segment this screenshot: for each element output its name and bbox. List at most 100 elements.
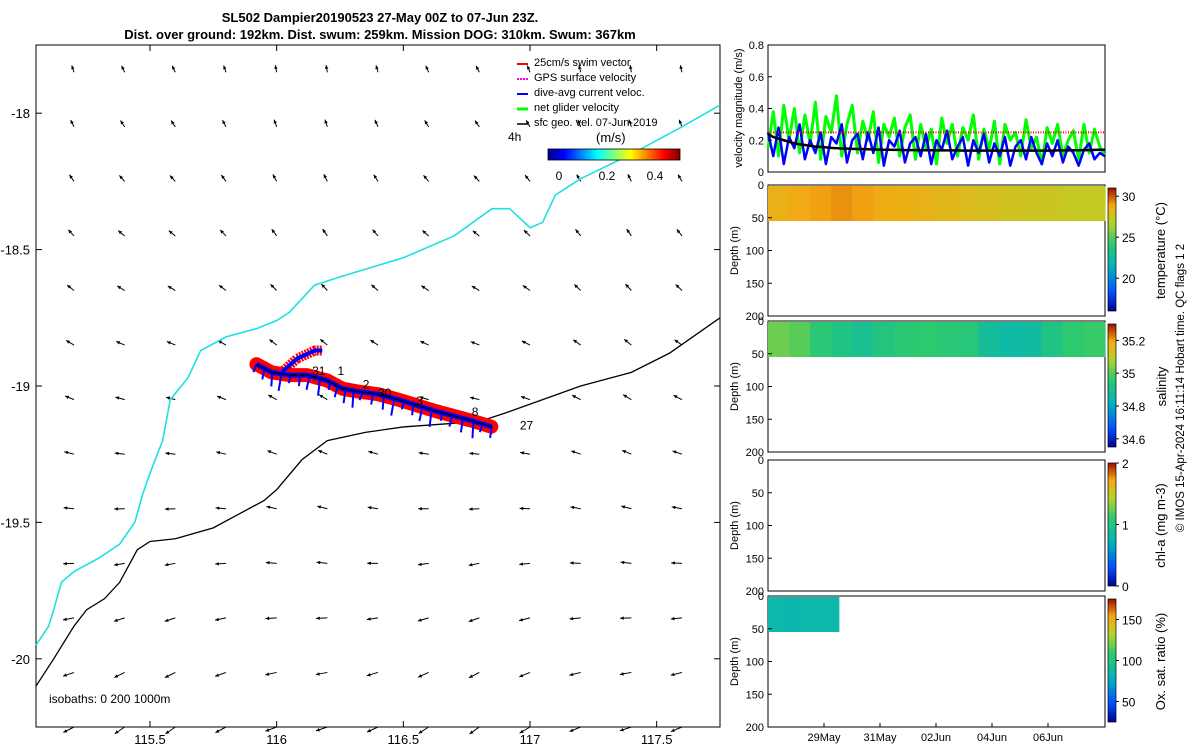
chla-section-colorbar-label: chl-a (mg m-3) [1153,483,1168,568]
current-arrow-head [273,119,277,124]
current-arrow-head [120,120,124,125]
legend-label-net: net glider velocity [534,102,619,114]
legend-item-gps: GPS surface velocity [517,72,637,84]
current-arrow-head [68,229,73,234]
current-arrow-head [674,339,679,344]
legend-label-geo-vel: sfc geo. vel. 07-Jun-2019 [534,117,658,129]
temperature-section-cell [1062,186,1085,222]
current-arrow-head [320,339,325,343]
temperature-section-y-tick-label: 100 [746,246,764,258]
current-arrow-head [63,729,68,733]
temperature-section-y-tick-label: 200 [746,311,764,323]
current-arrow-head [575,229,580,234]
current-arrow-head [620,616,624,620]
current-arrow-head [526,120,530,125]
track-day-label: 2 [363,378,370,392]
temperature-section-cell [789,186,811,222]
chart-title-line-1: SL502 Dampier20190523 27-May 00Z to 07-J… [221,10,539,25]
current-arrow-head [221,174,225,179]
current-arrow-head [671,561,675,565]
temperature-section-cell [957,186,980,222]
current-arrow-head [367,561,371,566]
current-arrow-head [271,229,276,234]
map-colorbar-label: (m/s) [596,130,626,145]
current-arrow-head [625,284,630,288]
current-arrow-head [268,394,273,399]
temperature-section-colorbar-tick-label: 30 [1122,190,1136,204]
chla-section-y-tick-label: 100 [746,521,764,533]
salinity-section-cell [936,322,959,358]
current-arrow-head [371,284,376,289]
current-arrow-head [472,230,477,235]
current-arrow-head [468,562,473,567]
current-arrow-head [321,284,326,288]
salinity-section-cell [957,322,980,358]
current-arrow-head [619,728,624,732]
legend-label-gps: GPS surface velocity [534,72,637,84]
salinity-section-panel: 0 50 100 150 200 Depth (m) 35.2 35 34.8 34.6 salin… [729,316,1169,459]
temperature-section-colorbar [1107,187,1117,312]
salinity-section-colorbar-tick-label: 34.6 [1122,433,1146,447]
current-spike [381,395,385,410]
salinity-section-cell [915,322,938,358]
current-arrow-head [215,673,220,677]
chla-section-axes-box [767,459,1106,592]
current-spike [390,398,396,416]
current-arrow-head [63,561,67,566]
current-arrow-head [223,65,227,70]
track-day-labels: 31 1 2 30 3 8 27 [312,364,533,433]
current-arrow-head [117,285,122,290]
current-arrow-head [468,507,473,511]
current-arrow-head [215,617,219,622]
legend-label-dive-avg: dive-avg current veloc. [534,87,645,99]
chla-section-y-tick-label: 0 [758,455,764,467]
dive-avg-current-branch [280,348,323,374]
oxygen-section-colorbar [1107,598,1117,723]
track-day-label: 1 [337,364,344,378]
current-arrow-head [368,450,373,455]
current-arrow-head [670,672,675,677]
current-arrow-head [670,728,675,732]
temperature-section-cell [1041,186,1064,222]
chla-section-y-tick-label: 150 [746,553,764,565]
current-arrow-head [417,618,422,622]
salinity-section-cell [810,322,832,358]
current-spike [400,401,405,410]
current-arrow-head [519,506,524,511]
current-arrow-head [573,339,578,344]
current-spike [439,412,443,421]
oxygen-section-x-tick-label: 31May [863,732,897,744]
chla-section-colorbar-tick-label: 2 [1122,457,1129,471]
current-arrow-head [672,450,677,454]
current-spike [428,409,433,428]
current-arrow-head [525,175,529,180]
salinity-section-cell [1083,322,1106,358]
current-arrow-head [520,396,525,400]
temperature-section-cell [1020,186,1043,222]
current-spike [333,385,339,398]
chla-section-colorbar-tick-label: 1 [1122,519,1129,533]
current-arrow-head [318,450,323,454]
map-colorbar-tick-0: 0 [556,169,563,183]
salinity-section-cell [831,322,853,358]
temperature-section-cell [810,186,832,222]
map-y-tick-label: -18.5 [0,243,30,258]
current-arrow-head [315,728,320,732]
current-spike [305,375,311,390]
map-x-tick-label: 117 [520,732,541,747]
current-spike [489,426,493,439]
current-arrow-head [623,394,628,399]
current-arrow-head [418,506,422,511]
current-arrow-head [168,230,173,235]
current-arrow-head [621,505,626,509]
salinity-section-cell [1062,322,1085,358]
current-spike [342,389,347,404]
current-arrow-head [424,120,429,125]
current-arrow-head [222,120,226,125]
map-axis-ticks: 115.5 116 116.5 117 117.5 -18 -18.5 -19 -19.5 -20 [0,45,720,747]
current-arrow-head [627,174,631,179]
salinity-section-colorbar-tick-label: 34.8 [1122,400,1146,414]
current-arrow-head [374,119,378,124]
